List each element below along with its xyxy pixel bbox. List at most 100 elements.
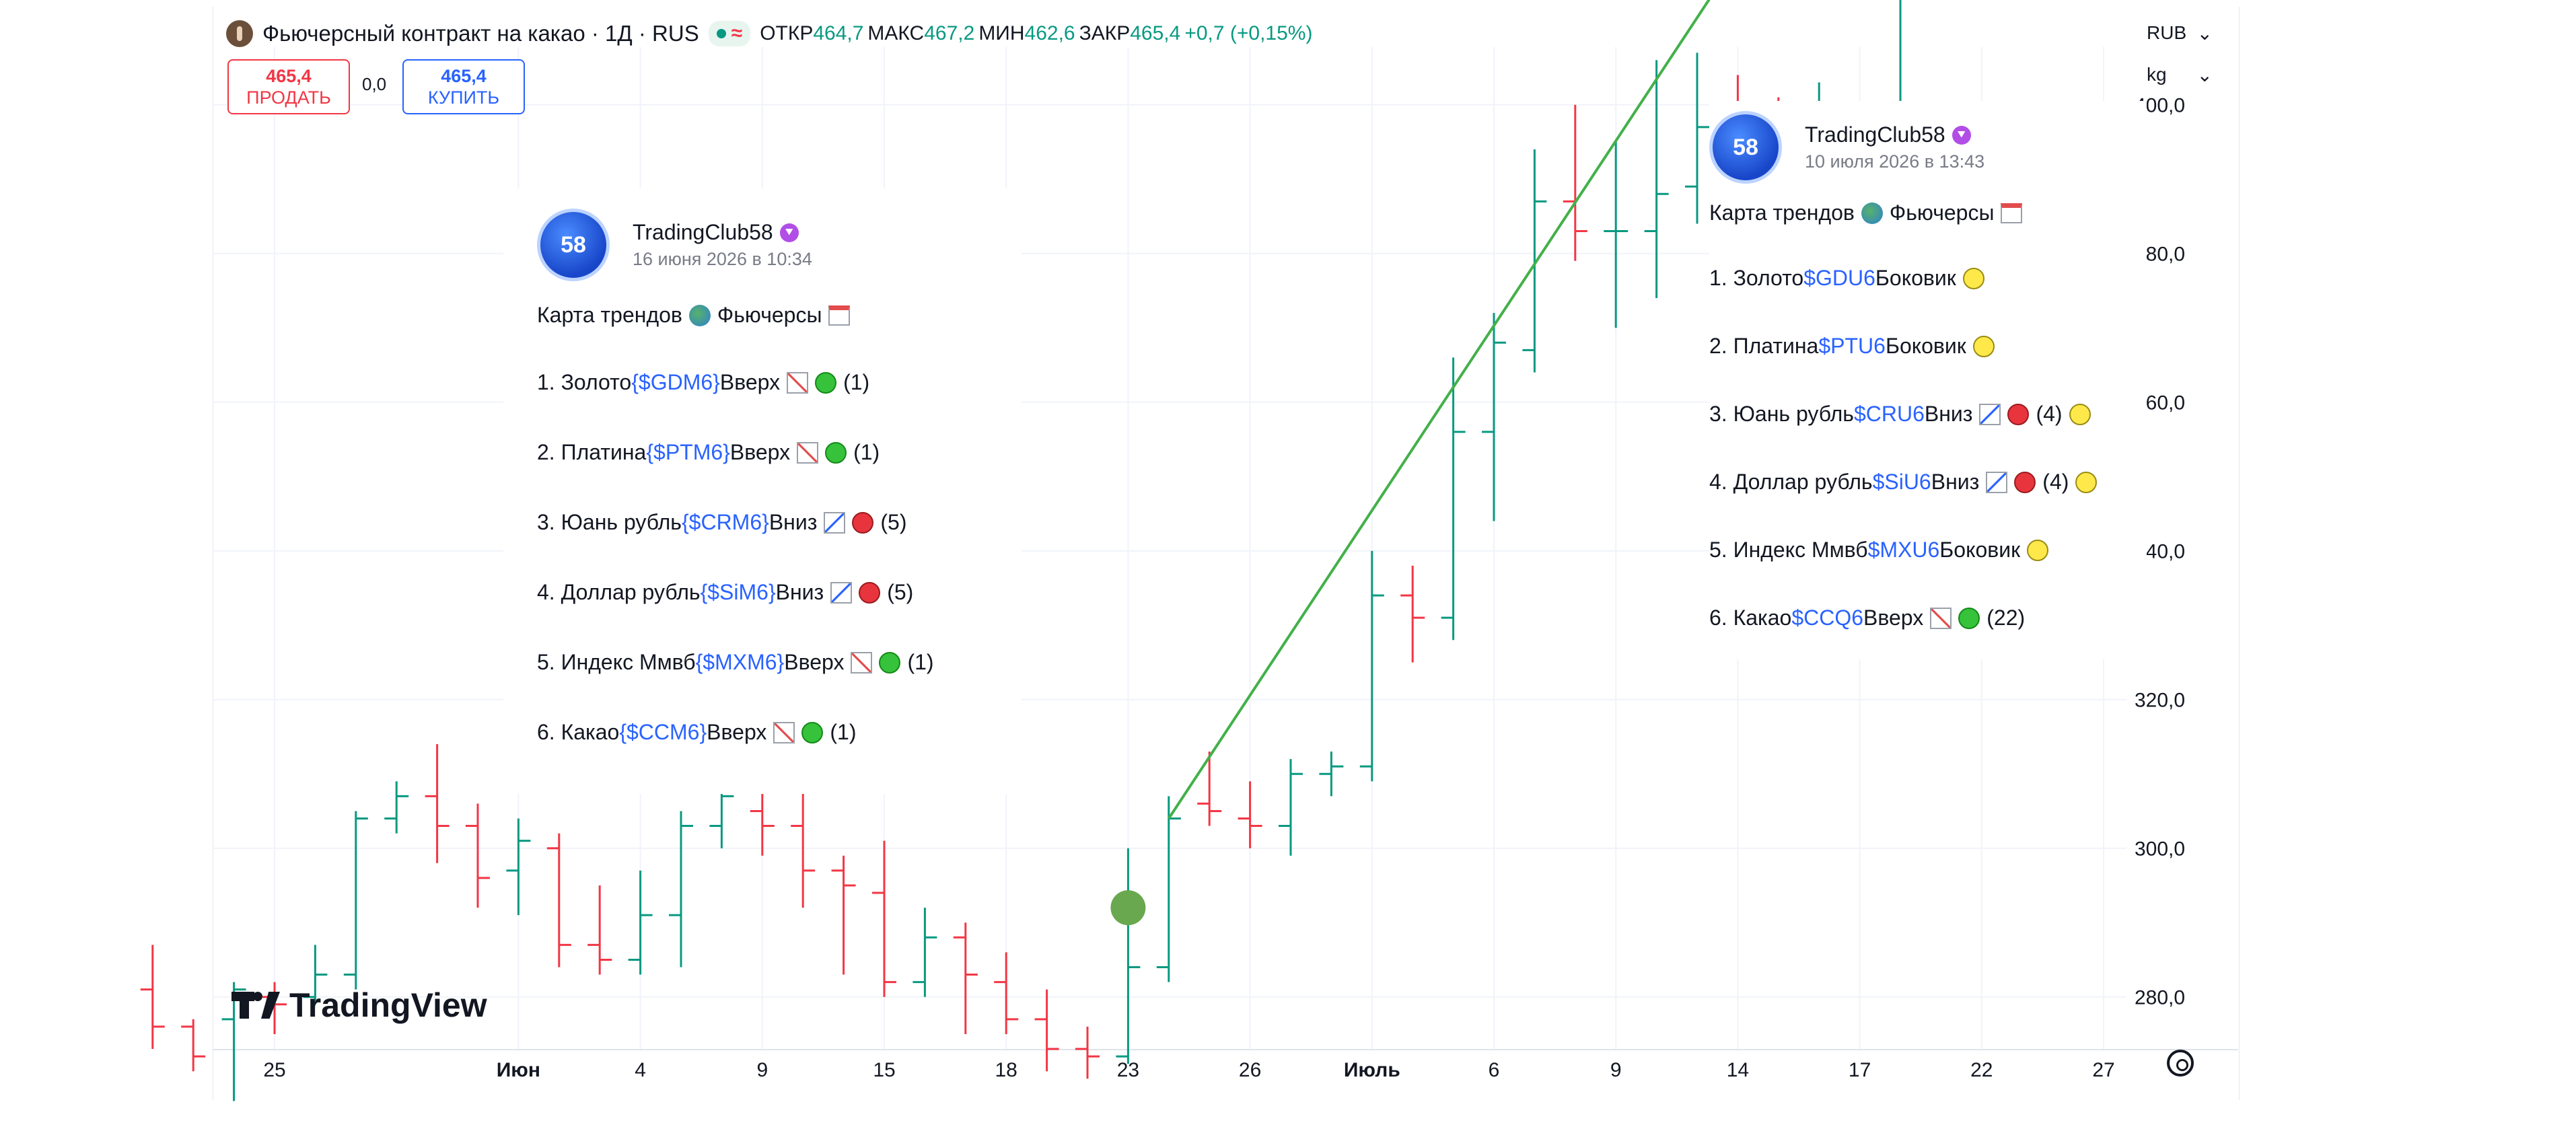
ticker-link[interactable]: {$CRM6} (681, 510, 769, 534)
ohlc-value: 464,7 (813, 22, 864, 44)
card-headline: Карта трендов Фьючерсы (1709, 201, 2023, 225)
ticker-link[interactable]: $GDU6 (1803, 266, 1875, 290)
trend-count: (1) (907, 650, 934, 674)
x-tick-label: 15 (873, 1059, 895, 1081)
buy-label: КУПИТЬ (427, 87, 500, 108)
ticker-link[interactable]: $CRU6 (1853, 402, 1925, 426)
verified-badge-icon (1952, 125, 1971, 145)
market-status-badge[interactable]: ≈ (708, 21, 751, 46)
chart-decreasing-icon (1986, 471, 2008, 493)
ticker-link[interactable]: {$SiM6} (700, 580, 776, 604)
trend-count: (1) (843, 370, 870, 394)
trend-direction: Боковик (1885, 334, 1966, 358)
x-tick-label: Июль (1344, 1059, 1400, 1081)
x-tick-label: 18 (995, 1059, 1017, 1081)
instrument-name: 1. Золото (537, 370, 632, 394)
chart-settings-icon[interactable] (2167, 1050, 2194, 1077)
ohlc-item: +0,7 (+0,15%) (1184, 22, 1312, 45)
ohlc-value: 465,4 (1130, 22, 1181, 44)
avatar: 58 (537, 209, 610, 281)
brand-text: TradingView (289, 986, 487, 1024)
green-circle-icon (1958, 607, 1980, 629)
green-circle-icon (801, 721, 824, 743)
yellow-circle-icon (2069, 403, 2091, 425)
ticker-link[interactable]: {$MXM6} (695, 650, 785, 674)
trend-item: 2. Платина $PTU6 Боковик (1709, 334, 1995, 359)
delayed-data-icon: ≈ (731, 22, 743, 44)
trend-item: 4. Доллар рубль {$SiM6} Вниз (5) (537, 580, 913, 605)
chart-increasing-icon (851, 651, 873, 673)
x-tick-label: 22 (1970, 1059, 1993, 1081)
y-tick-label: 320,0 (2135, 690, 2185, 712)
trend-item: 2. Платина {$PTM6} Вверх (1) (537, 440, 880, 465)
ohlc-value: +0,7 (+0,15%) (1184, 22, 1313, 44)
unit-select[interactable]: kg ⌄ (2139, 59, 2221, 90)
ticker-link[interactable]: $PTU6 (1818, 334, 1886, 358)
chart-increasing-icon (773, 721, 795, 743)
idea-card-june: 58 TradingClub58 16 июня 2026 в 10:34 Ка… (503, 188, 1022, 794)
x-tick-label: 17 (1849, 1059, 1871, 1081)
author-name: TradingClub58 (1805, 122, 1945, 147)
ticker-link[interactable]: {$CCM6} (619, 720, 707, 744)
ohlc-item: ОТКР464,7 (760, 22, 863, 45)
instrument-name: 6. Какао (537, 720, 620, 744)
trend-direction: Вниз (1931, 470, 1980, 494)
ohlc-item: МАКС467,2 (867, 22, 974, 45)
ticker-link[interactable]: $MXU6 (1867, 538, 1940, 562)
chevron-down-icon: ⌄ (2196, 22, 2213, 44)
trend-count: (1) (853, 440, 880, 464)
ohlc-value: 462,6 (1024, 22, 1075, 44)
symbol-header: Фьючерсный контракт на какао · 1Д · RUS … (226, 15, 1312, 52)
author-name: TradingClub58 (633, 220, 773, 244)
globe-icon (1861, 202, 1883, 224)
chart-decreasing-icon (1979, 403, 2001, 425)
ohlc-value: 467,2 (924, 22, 975, 44)
x-tick-label: 25 (263, 1059, 285, 1081)
x-tick-label: 4 (635, 1059, 646, 1081)
trend-direction: Вверх (784, 650, 845, 674)
spread-value: 0,0 (362, 74, 387, 94)
card-author[interactable]: 58 TradingClub58 16 июня 2026 в 10:34 (537, 209, 812, 281)
buy-signal-marker (1110, 890, 1146, 926)
card-author[interactable]: 58 TradingClub58 10 июля 2026 в 13:43 (1709, 111, 1984, 184)
tradingview-logo[interactable]: TradingView (231, 986, 487, 1025)
instrument-name: 2. Платина (537, 440, 647, 464)
green-circle-icon (879, 651, 901, 673)
unit-value: kg (2147, 64, 2167, 85)
ohlc-readout: ОТКР464,7 МАКС467,2 МИН462,6 ЗАКР465,4 +… (760, 22, 1312, 45)
instrument-name: 6. Какао (1709, 606, 1792, 630)
ticker-link[interactable]: $CCQ6 (1791, 606, 1864, 630)
chart-increasing-icon (797, 441, 819, 464)
sell-button[interactable]: 465,4 ПРОДАТЬ (227, 59, 350, 114)
ticker-link[interactable]: {$PTM6} (646, 440, 730, 464)
currency-value: RUB (2147, 22, 2187, 43)
green-circle-icon (815, 371, 837, 394)
yellow-circle-icon (1962, 267, 1984, 289)
chevron-down-icon: ⌄ (2196, 64, 2213, 85)
currency-select[interactable]: RUB ⌄ (2139, 17, 2221, 48)
chart-decreasing-icon (830, 581, 853, 604)
trend-direction: Вверх (719, 370, 781, 394)
trend-count: (22) (1987, 606, 2026, 630)
y-tick-label: 300,0 (2135, 838, 2185, 861)
yellow-circle-icon (2075, 471, 2098, 493)
red-circle-icon (2014, 471, 2036, 493)
trend-count: (5) (880, 510, 907, 534)
buy-button[interactable]: 465,4 КУПИТЬ (402, 59, 525, 114)
ticker-link[interactable]: $SiU6 (1872, 470, 1931, 494)
symbol-title[interactable]: Фьючерсный контракт на какао · 1Д · RUS (262, 21, 699, 46)
trend-count: (1) (830, 720, 857, 744)
red-circle-icon (852, 511, 874, 534)
trend-direction: Вверх (707, 720, 767, 744)
trend-count: (4) (2036, 402, 2063, 426)
chart-increasing-icon (1930, 607, 1952, 629)
ohlc-item: МИН462,6 (978, 22, 1075, 45)
ticker-link[interactable]: {$GDM6} (631, 370, 720, 394)
calendar-icon (2001, 203, 2023, 223)
yellow-circle-icon (2027, 539, 2049, 561)
avatar: 58 (1709, 111, 1782, 184)
instrument-name: 5. Индекс Ммвб (1709, 538, 1868, 562)
headline-tail: Фьючерсы (1889, 201, 1995, 225)
headline-text: Карта трендов (1709, 201, 1855, 225)
